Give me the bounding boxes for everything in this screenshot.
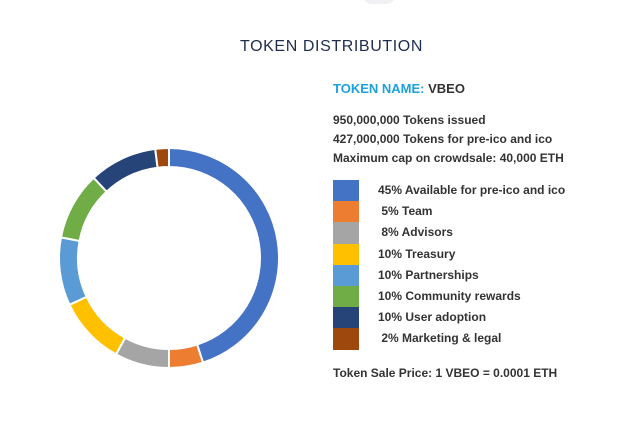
legend-label: 10% User adoption: [378, 310, 487, 325]
legend-label: 5% Team: [378, 204, 433, 219]
legend-item: 5% Team: [333, 201, 633, 223]
legend-item: 45% Available for pre-ico and ico: [333, 180, 633, 202]
legend-item: 10% Treasury: [333, 243, 633, 265]
legend-swatch: [333, 328, 359, 350]
legend-swatch: [333, 222, 359, 244]
token-name-value: VBEO: [424, 81, 465, 96]
token-name-label: TOKEN NAME:: [333, 81, 425, 96]
token-info: TOKEN NAME: VBEO 950,000,000 Tokens issu…: [333, 81, 633, 168]
legend-swatch: [333, 243, 359, 265]
legend-item: 8% Advisors: [333, 222, 633, 244]
donut-slice-2: [114, 336, 170, 370]
legend-swatch: [333, 201, 359, 223]
legend-swatch: [333, 264, 359, 286]
legend-swatch: [333, 285, 359, 308]
legend-swatch: [333, 307, 359, 329]
legend-label: 8% Advisors: [378, 225, 453, 240]
donut-slice-6: [92, 147, 159, 194]
legend-item: 2% Marketing & legal: [333, 328, 633, 350]
donut-slice-5: [59, 176, 109, 243]
tokens-issued: 950,000,000 Tokens issued: [333, 113, 486, 127]
legend-label: 2% Marketing & legal: [378, 331, 502, 346]
donut-slice-0: [168, 146, 280, 364]
maximum-cap: Maximum cap on crowdsale: 40,000 ETH: [333, 151, 564, 165]
legend-swatch: [333, 180, 359, 202]
top-decoration: [362, 0, 396, 4]
legend-label: 10% Treasury: [378, 246, 456, 261]
donut-chart: [58, 146, 280, 370]
legend-label: 10% Community rewards: [378, 288, 521, 303]
tokens-for-ico: 427,000,000 Tokens for pre-ico and ico: [333, 132, 553, 146]
donut-slice-7: [154, 146, 170, 169]
legend-label: 10% Partnerships: [378, 267, 479, 282]
token-facts: 950,000,000 Tokens issued 427,000,000 To…: [333, 111, 633, 168]
token-sale-price: Token Sale Price: 1 VBEO = 0.0001 ETH: [333, 366, 558, 380]
legend-label: 45% Available for pre-ico and ico: [378, 183, 566, 197]
legend-item: 10% User adoption: [333, 307, 633, 329]
legend-item: 10% Partnerships: [333, 264, 633, 286]
legend-item: 10% Community rewards: [333, 285, 633, 308]
chart-legend: 45% Available for pre-ico and ico 5% Tea…: [333, 180, 633, 350]
page-title: TOKEN DISTRIBUTION: [240, 38, 423, 55]
donut-slice-4: [58, 236, 88, 307]
token-name: TOKEN NAME: VBEO: [333, 81, 633, 97]
donut-slice-3: [68, 295, 127, 356]
donut-slice-1: [168, 343, 205, 370]
